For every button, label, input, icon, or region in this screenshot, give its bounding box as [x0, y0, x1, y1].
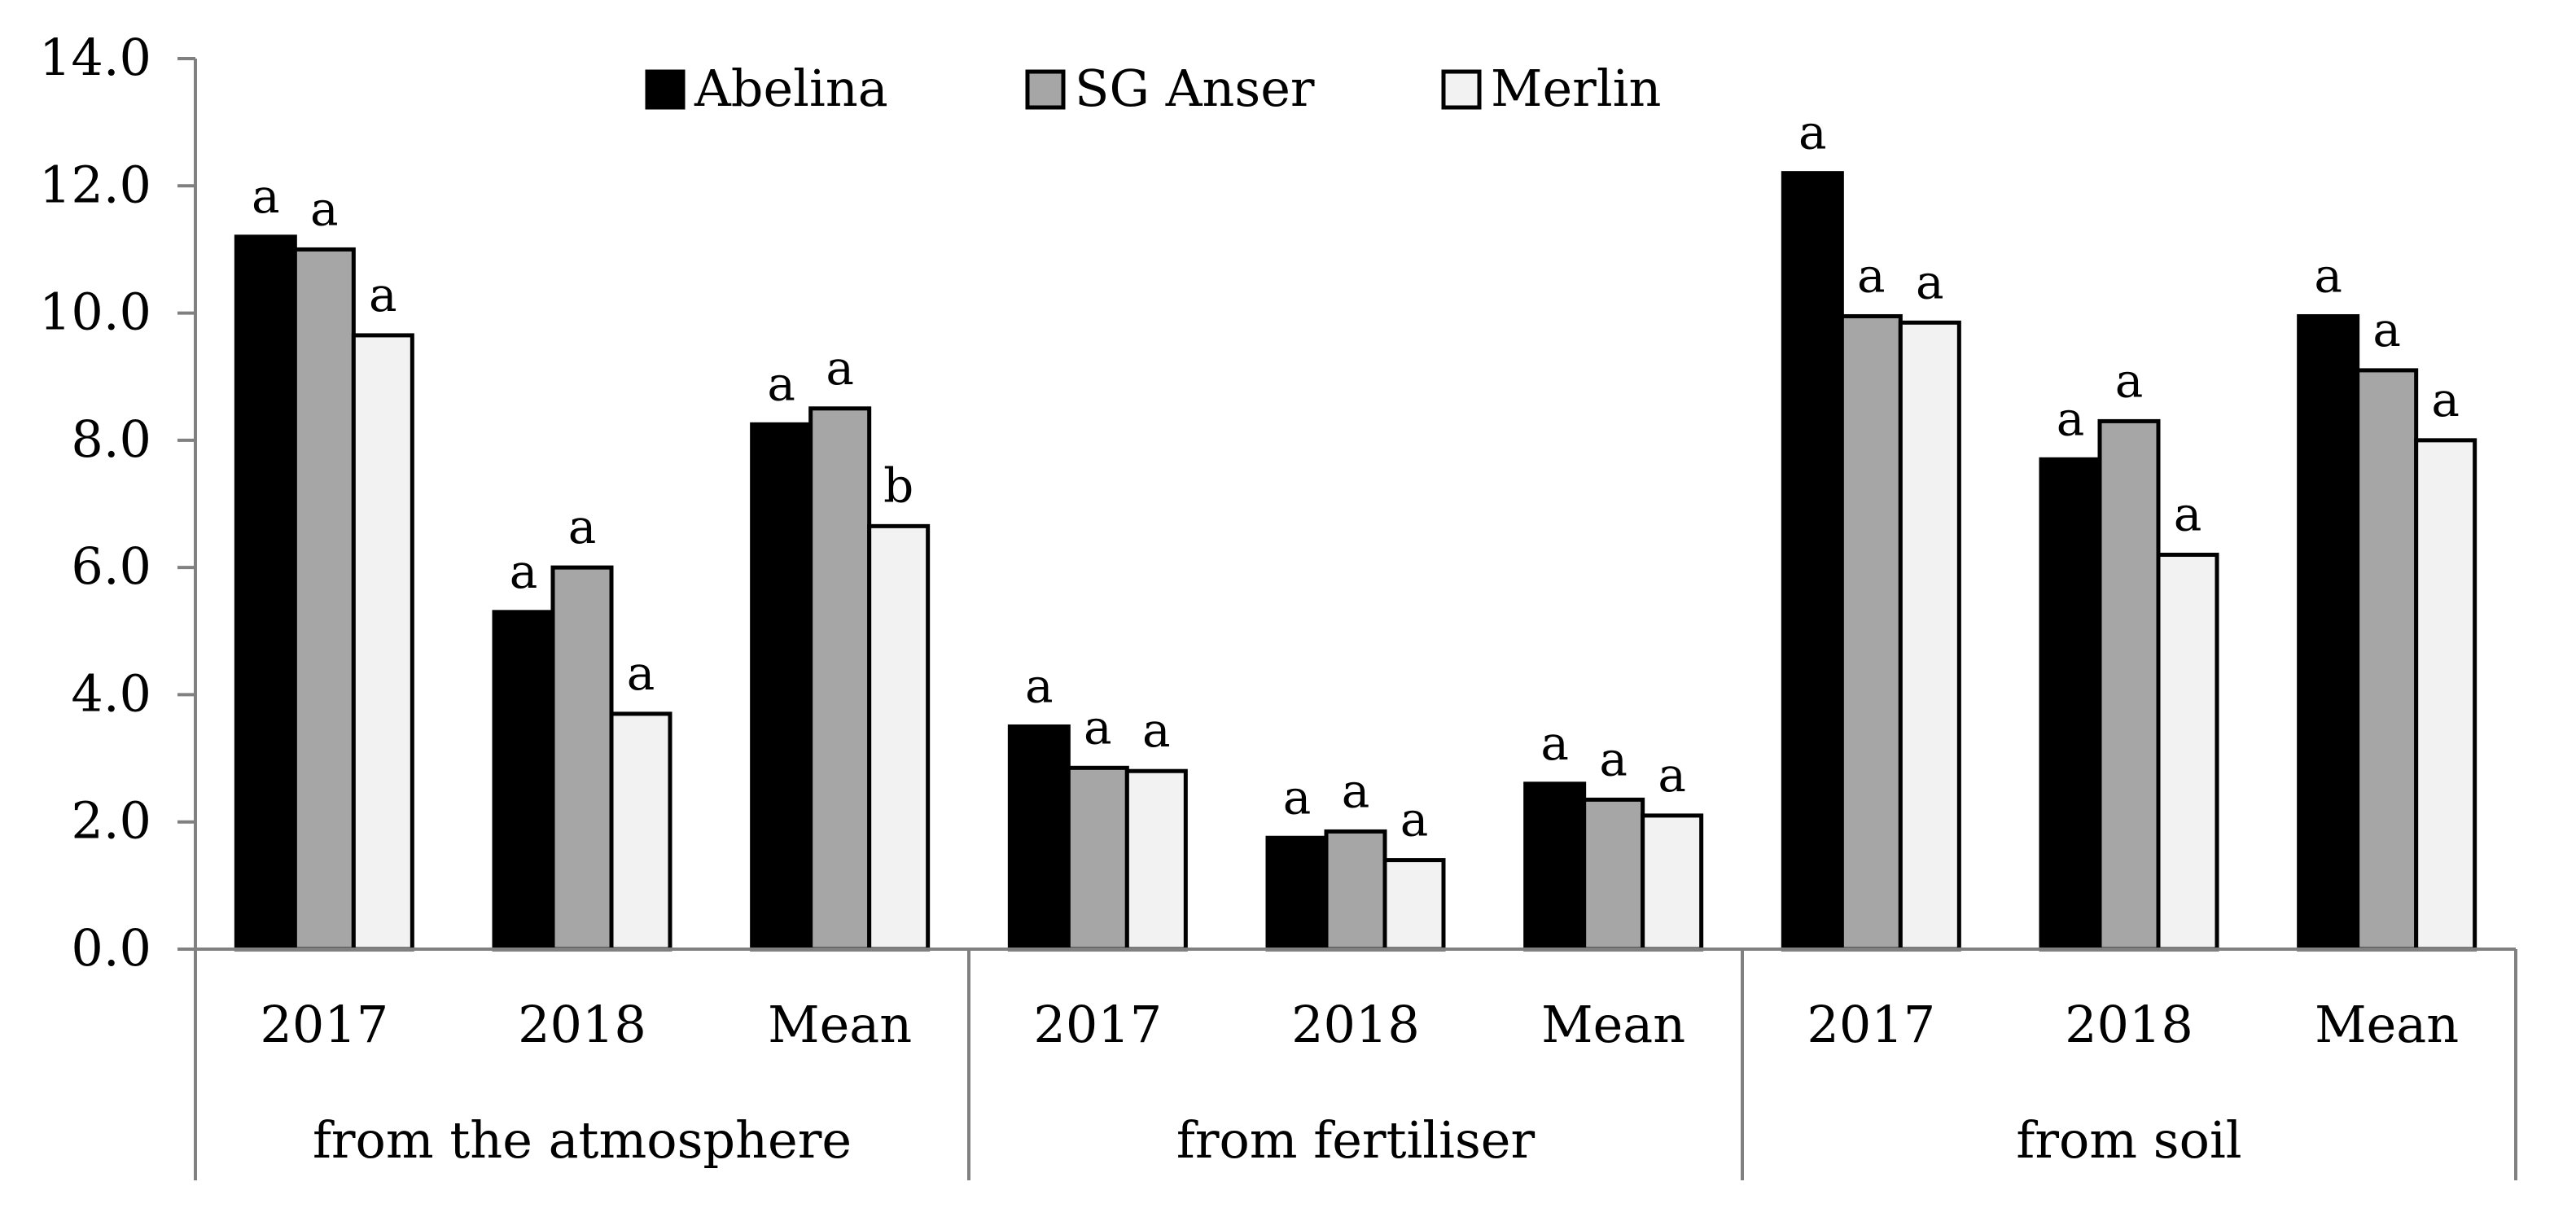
y-tick-label: 6.0: [71, 536, 151, 596]
y-axis: 0.0 2.0 4.0 6.0 8.0 10.0 12.0 14.0: [39, 28, 197, 978]
x-group-label: from the atmosphere: [313, 1110, 852, 1170]
bar-abelina: [2297, 313, 2360, 952]
significance-letter: a: [1857, 247, 1886, 303]
significance-letter: a: [1400, 792, 1429, 847]
significance-letter: a: [826, 340, 854, 396]
significance-letter: a: [1798, 105, 1827, 160]
bar-merlin: [1124, 768, 1188, 952]
significance-letter: a: [2431, 372, 2460, 427]
y-tick-label: 14.0: [39, 28, 151, 87]
significance-letter: a: [2314, 247, 2342, 303]
significance-letter: a: [1658, 747, 1686, 803]
significance-letter: a: [1084, 699, 1112, 755]
bar-abelina: [1523, 781, 1587, 952]
significance-letter: a: [1540, 716, 1569, 771]
x-category-label: Mean: [768, 995, 912, 1054]
bar-sg-anser: [2097, 418, 2161, 952]
x-category-label: 2017: [1807, 995, 1935, 1054]
x-group-label: from fertiliser: [1176, 1110, 1536, 1170]
significance-letter: a: [2057, 391, 2085, 446]
significance-letter: b: [883, 457, 913, 513]
x-axis: 2017 2018 Mean from the atmosphere 2017 2018 M…: [194, 948, 2517, 1180]
significance-letter: a: [1025, 659, 1054, 714]
y-tick-label: 8.0: [71, 409, 151, 469]
bar-sg-anser: [1582, 797, 1645, 952]
x-category-label: 2017: [260, 995, 388, 1054]
legend-swatch: [1441, 69, 1482, 110]
significance-letter: a: [1599, 731, 1628, 786]
bar-sg-anser: [1066, 765, 1129, 952]
significance-letter: a: [252, 169, 280, 224]
bar-abelina: [1007, 724, 1071, 952]
significance-letter: a: [1342, 763, 1370, 818]
x-category-label: 2018: [2065, 995, 2193, 1054]
bar-merlin: [1382, 858, 1446, 952]
y-tick-label: 10.0: [39, 282, 151, 342]
bar-merlin: [609, 711, 672, 952]
significance-letter: a: [767, 356, 795, 411]
legend-label: SG Anser: [1075, 59, 1315, 118]
bar-abelina: [1265, 835, 1329, 952]
x-category-label: 2018: [518, 995, 646, 1054]
bar-abelina: [2039, 457, 2102, 952]
x-category-label: Mean: [2315, 995, 2459, 1054]
significance-letter: a: [369, 267, 397, 322]
bar-merlin: [867, 523, 931, 952]
bar-merlin: [2414, 438, 2477, 952]
bar-merlin: [351, 333, 414, 952]
significance-letter: a: [510, 544, 538, 599]
x-category-label: 2017: [1033, 995, 1162, 1054]
y-tick-label: 12.0: [39, 155, 151, 214]
y-tick-label: 0.0: [71, 918, 151, 978]
bar-abelina: [750, 422, 813, 952]
bar-sg-anser: [808, 406, 872, 952]
significance-letter: a: [2174, 487, 2202, 542]
y-tick-label: 4.0: [71, 663, 151, 723]
bar-merlin: [1641, 813, 1704, 952]
bar-sg-anser: [292, 247, 356, 952]
bar-abelina: [492, 610, 555, 952]
legend-swatch: [645, 69, 686, 110]
x-category-label: 2018: [1291, 995, 1420, 1054]
significance-letter: a: [2115, 352, 2144, 408]
y-tick-label: 2.0: [71, 791, 151, 851]
bars: [234, 171, 2477, 952]
bar-abelina: [1781, 171, 1844, 952]
legend-swatch: [1025, 69, 1066, 110]
bar-sg-anser: [1839, 313, 1903, 952]
significance-letter: a: [568, 499, 597, 554]
significance-letter: a: [310, 181, 339, 236]
x-category-label: Mean: [1541, 995, 1685, 1054]
bar-abelina: [234, 234, 297, 952]
legend: Abelina SG Anser Merlin: [645, 59, 1661, 118]
significance-letter: a: [2372, 302, 2401, 357]
bar-sg-anser: [2355, 368, 2419, 952]
bar-sg-anser: [550, 565, 614, 952]
significance-letter: a: [627, 646, 655, 701]
significance-letter: a: [1142, 702, 1171, 758]
x-group-label: from soil: [2016, 1110, 2241, 1170]
legend-label: Abelina: [694, 59, 888, 118]
bar-sg-anser: [1324, 829, 1387, 952]
bar-merlin: [1898, 320, 1961, 952]
legend-label: Merlin: [1491, 59, 1661, 118]
bar-merlin: [2156, 553, 2219, 952]
significance-letter: a: [1283, 769, 1312, 825]
significance-letter: a: [1916, 254, 1944, 309]
